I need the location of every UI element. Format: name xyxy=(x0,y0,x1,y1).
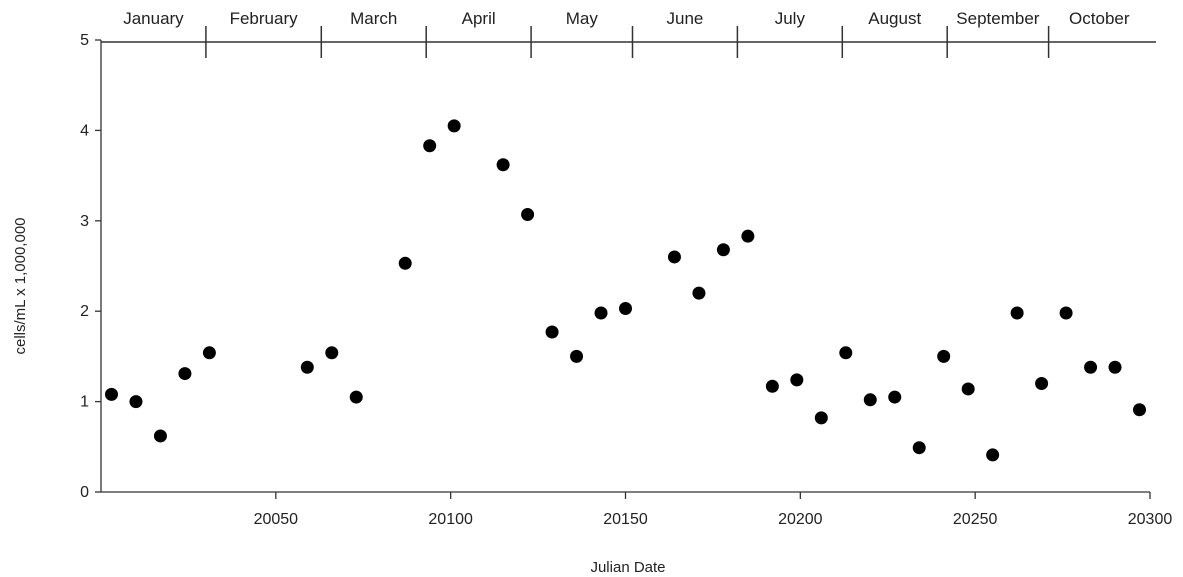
y-axis-title: cells/mL x 1,000,000 xyxy=(12,217,29,354)
data-point xyxy=(325,346,339,360)
y-tick-label: 2 xyxy=(80,303,89,320)
data-point xyxy=(1084,360,1098,374)
data-point xyxy=(423,139,437,153)
data-point xyxy=(765,379,779,393)
data-point xyxy=(300,360,314,374)
data-point xyxy=(570,349,584,363)
data-point xyxy=(349,390,363,404)
x-tick-label: 20100 xyxy=(428,511,473,528)
y-tick-label: 1 xyxy=(80,394,89,411)
month-label: April xyxy=(462,9,496,28)
month-label: September xyxy=(956,9,1039,28)
data-point xyxy=(619,301,632,315)
data-point xyxy=(1133,403,1147,417)
x-tick-label: 20150 xyxy=(603,511,648,528)
data-point xyxy=(594,306,608,320)
data-point xyxy=(716,243,730,257)
data-point xyxy=(447,119,461,133)
data-point xyxy=(545,325,559,339)
month-label: May xyxy=(566,9,599,28)
month-label: August xyxy=(868,9,921,28)
data-point xyxy=(790,373,804,387)
y-tick-label: 0 xyxy=(80,484,89,501)
data-point xyxy=(814,411,828,425)
data-point xyxy=(104,387,118,401)
data-point xyxy=(863,393,877,407)
data-point xyxy=(153,429,167,443)
data-point xyxy=(741,229,755,243)
y-tick-label: 3 xyxy=(80,213,89,230)
data-point xyxy=(937,349,951,363)
axes: 0 1 2 3 4 5 20050 20100 20150 20200 20250 20300 xyxy=(80,32,1172,528)
data-point xyxy=(888,390,902,404)
y-tick-label: 5 xyxy=(80,32,89,49)
x-tick-label: 20250 xyxy=(953,511,998,528)
data-point xyxy=(692,286,706,300)
data-point xyxy=(1010,306,1024,320)
data-point xyxy=(398,256,412,270)
x-tick-label: 20050 xyxy=(254,511,299,528)
data-point xyxy=(961,382,975,396)
month-label: March xyxy=(350,9,397,28)
data-point xyxy=(129,395,143,409)
month-band: January February March April May June July Augu… xyxy=(101,9,1156,58)
data-point xyxy=(986,448,1000,462)
data-point xyxy=(667,250,681,264)
data-point xyxy=(912,441,926,455)
x-tick-label: 20300 xyxy=(1128,511,1173,528)
x-tick-label: 20200 xyxy=(778,511,823,528)
data-point xyxy=(521,207,535,221)
data-point xyxy=(202,346,216,360)
data-point xyxy=(839,346,853,360)
data-point xyxy=(1059,306,1073,320)
month-label: January xyxy=(123,9,184,28)
month-label: June xyxy=(667,9,704,28)
data-point xyxy=(178,367,192,381)
data-point xyxy=(1108,360,1122,374)
data-point xyxy=(496,158,510,172)
month-label: February xyxy=(230,9,299,28)
data-point xyxy=(1035,377,1049,391)
x-axis-title: Julian Date xyxy=(590,559,665,576)
month-label: July xyxy=(775,9,806,28)
month-label: October xyxy=(1069,9,1130,28)
data-points xyxy=(104,119,1147,462)
y-tick-label: 4 xyxy=(80,122,89,139)
